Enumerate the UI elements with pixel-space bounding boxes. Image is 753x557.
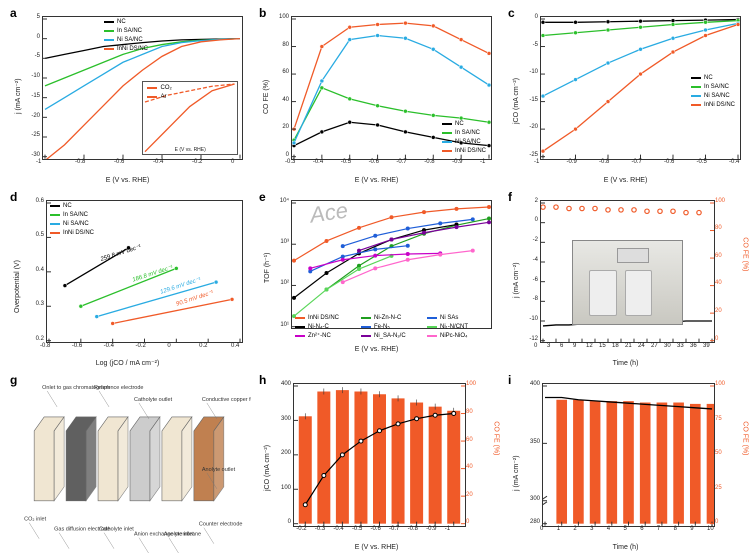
svg-text:Catholyte outlet: Catholyte outlet <box>134 397 173 403</box>
ylabel-h-left: jCO (mA cm⁻²) <box>263 445 271 491</box>
panel-letter-e: e <box>259 190 266 204</box>
panel-d: d 259.8 mV dec⁻¹186.8 mV dec⁻¹129.6 mV d… <box>4 188 251 370</box>
xlabel-b: E (V vs. RHE) <box>355 177 399 184</box>
xlabel-h: E (V vs. RHE) <box>355 544 399 551</box>
inset-photo-f <box>572 240 683 325</box>
panel-c: c jCO (mA cm⁻²) E (V vs. RHE) NCIn SA/NC… <box>502 4 749 186</box>
panel-letter-b: b <box>259 6 266 20</box>
watermark: Ace <box>308 197 349 228</box>
panel-f: f j (mA cm⁻²) CO FE (%) Time (h) 0369121… <box>502 188 749 370</box>
svg-text:186.8 mV dec⁻¹: 186.8 mV dec⁻¹ <box>132 265 174 284</box>
ylabel-h-right: CO FE (%) <box>493 421 500 455</box>
svg-text:Anolyte outlet: Anolyte outlet <box>202 467 236 473</box>
xlabel-c: E (V vs. RHE) <box>604 177 648 184</box>
xlabel-a: E (V vs. RHE) <box>106 177 150 184</box>
figure-grid: a CO₂ArE (V vs. RHE) j (mA cm⁻²) E (V vs… <box>0 0 753 557</box>
ylabel-i-left: j (mA cm⁻²) <box>512 456 520 492</box>
xlabel-e: E (V vs. RHE) <box>355 346 399 353</box>
panel-letter-a: a <box>10 6 17 20</box>
svg-text:Anolyte inlet: Anolyte inlet <box>164 532 194 538</box>
legend-a: NCIn SA/NCNi SA/NCInNi DS/NC <box>104 18 148 54</box>
panel-a: a CO₂ArE (V vs. RHE) j (mA cm⁻²) E (V vs… <box>4 4 251 186</box>
ylabel-i-right: CO FE (%) <box>742 421 749 455</box>
panel-b: b CO FE (%) E (V vs. RHE) NCIn SA/NCNi S… <box>253 4 500 186</box>
inset-a: CO₂ArE (V vs. RHE) <box>142 81 238 155</box>
panel-letter-h: h <box>259 373 266 387</box>
ylabel-f-right: CO FE (%) <box>742 238 749 272</box>
ylabel-d: Overpotential (V) <box>14 260 21 313</box>
xlabel-d: Log (jCO / mA cm⁻²) <box>96 359 160 367</box>
svg-text:Counter electrode: Counter electrode <box>199 522 243 528</box>
xlabel-f: Time (h) <box>613 360 639 367</box>
panel-letter-f: f <box>508 190 512 204</box>
panel-h: h jCO (mA cm⁻²) CO FE (%) E (V vs. RHE) … <box>253 371 500 553</box>
svg-text:259.8 mV dec⁻¹: 259.8 mV dec⁻¹ <box>99 244 142 263</box>
panel-letter-c: c <box>508 6 515 20</box>
panel-i: i j (mA cm⁻²) CO FE (%) Time (h) 0123456… <box>502 371 749 553</box>
plot-area-f <box>540 200 715 344</box>
svg-text:Conductive copper foil: Conductive copper foil <box>202 397 251 403</box>
panel-e: e TOF (h⁻¹) E (V vs. RHE) InNi DS/NCNi-Z… <box>253 188 500 370</box>
plot-area-i <box>542 383 715 527</box>
xlabel-i: Time (h) <box>613 544 639 551</box>
legend-c: NCIn SA/NCNi SA/NCInNi DS/NC <box>691 74 735 110</box>
svg-text:Catholyte inlet: Catholyte inlet <box>99 527 134 533</box>
ylabel-b: CO FE (%) <box>263 80 270 114</box>
svg-text:Reference electrode: Reference electrode <box>94 385 143 391</box>
ylabel-c: jCO (mA cm⁻²) <box>512 78 520 124</box>
panel-g: g Onlet to gas chromatographReference el… <box>4 371 251 553</box>
ylabel-a: j (mA cm⁻²) <box>14 78 22 114</box>
plot-area-h <box>293 383 466 527</box>
ylabel-e: TOF (h⁻¹) <box>263 252 271 282</box>
svg-text:CO₂ inlet: CO₂ inlet <box>24 517 46 523</box>
schematic-g: Onlet to gas chromatographReference elec… <box>4 371 251 553</box>
legend-e: InNi DS/NCNi-Zn-N-CNi SAsNi-N₄-CFe-N₅Ni₁… <box>295 314 490 341</box>
legend-d: NCIn SA/NCNi SA/NCInNi DS/NC <box>50 202 94 238</box>
ylabel-f-left: j (mA cm⁻²) <box>512 262 520 298</box>
legend-b: NCIn SA/NCNi SA/NCInNi DS/NC <box>442 120 486 156</box>
panel-letter-i: i <box>508 373 511 387</box>
panel-letter-d: d <box>10 190 17 204</box>
